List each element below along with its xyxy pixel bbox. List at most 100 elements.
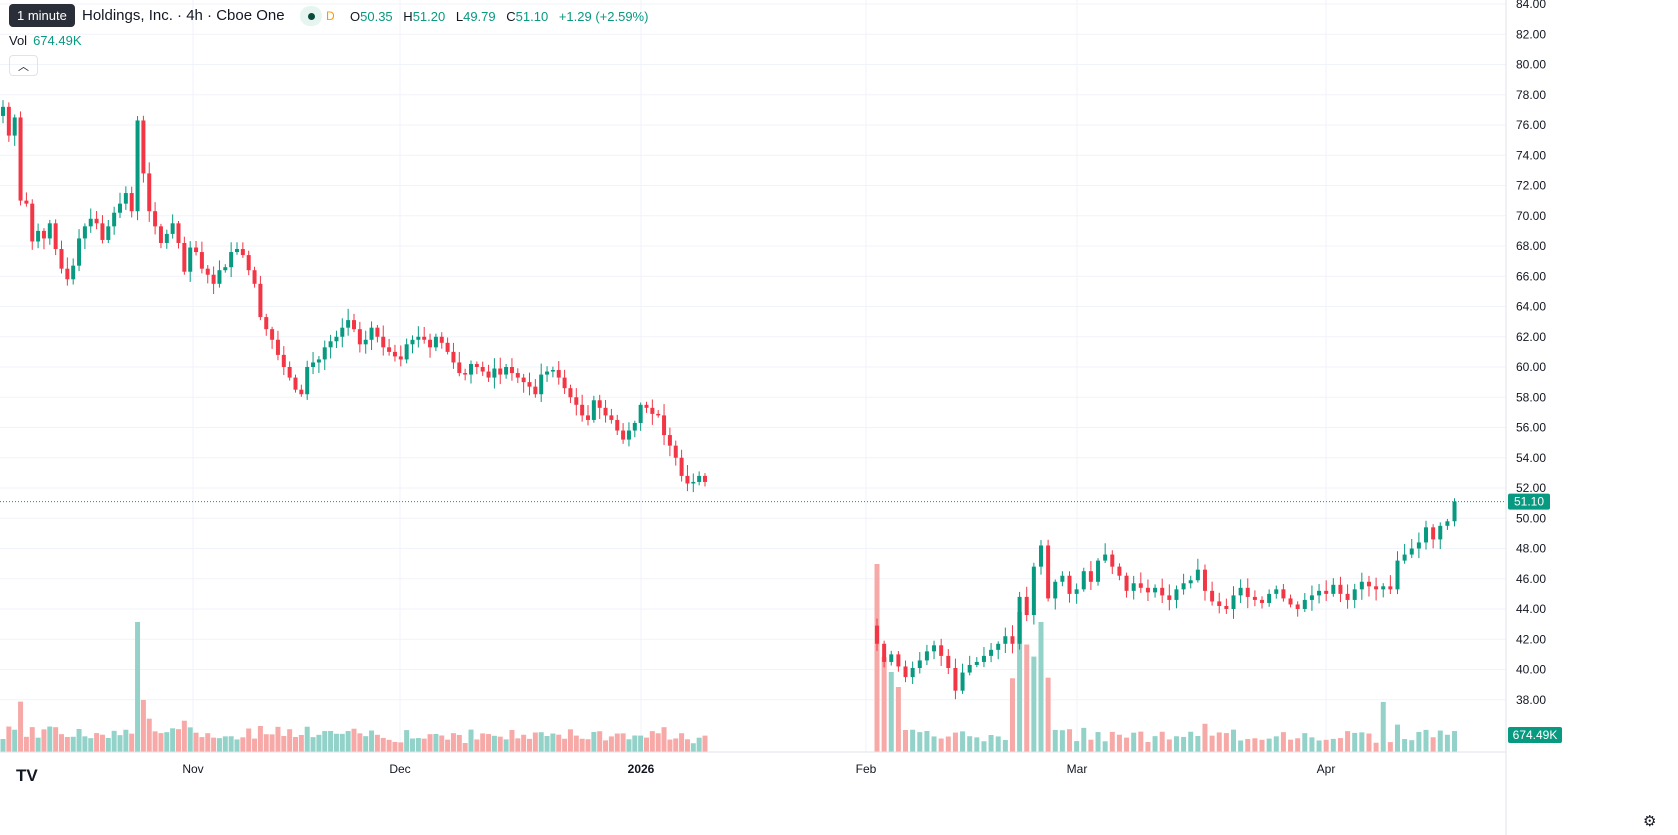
volume-bar [164, 732, 170, 752]
volume-bar [960, 731, 966, 752]
volume-bar [684, 739, 690, 752]
candle-body [509, 367, 514, 374]
candle-body [1067, 575, 1072, 594]
price-axis[interactable]: 84.00 82.00 80.00 78.00 76.00 74.00 72.00 70.00… [1505, 0, 1546, 835]
volume-bar [550, 733, 556, 752]
candle-body [293, 377, 298, 390]
candle-body [53, 223, 58, 250]
volume-bar [1423, 729, 1429, 752]
market-status-badge[interactable] [300, 6, 322, 26]
candle-body [1038, 545, 1043, 567]
candle-body [1395, 560, 1400, 590]
volume-bar [608, 736, 614, 752]
last-price-label: 51.10 [1514, 495, 1544, 509]
candle-body [6, 106, 11, 136]
volume-bar [170, 728, 176, 752]
volume-bar [158, 733, 164, 752]
candle-body [1145, 587, 1150, 593]
candle-body [1153, 587, 1158, 593]
candle-body [158, 226, 163, 243]
candle-body [287, 367, 292, 378]
candle-body [1110, 554, 1115, 567]
candle-body [264, 317, 269, 330]
candle-body [41, 230, 46, 239]
change-value: +1.29 (+2.59%) [558, 9, 649, 24]
candle-body [609, 415, 614, 420]
candle-body [621, 430, 626, 440]
volume-bar [881, 657, 887, 752]
candle-body [199, 252, 204, 269]
volume-bar [702, 735, 708, 752]
volume-bar [690, 743, 696, 752]
candle-body [305, 367, 310, 395]
volume-bar [123, 729, 129, 752]
data-source-badge[interactable]: D [326, 9, 335, 23]
volume-bar [644, 737, 649, 752]
y-tick-label: 48.00 [1516, 542, 1546, 556]
volume-bar [211, 737, 217, 752]
volume-bar [1059, 730, 1065, 752]
volume-bar [222, 736, 228, 752]
volume-bar [298, 734, 304, 752]
candle-body [939, 645, 944, 656]
candle-body [147, 173, 152, 212]
volume-bar [556, 734, 562, 752]
candle-body [118, 203, 122, 213]
volume-bar [1017, 612, 1023, 752]
tradingview-logo-icon[interactable]: TV [16, 766, 38, 785]
volume-bar [1416, 731, 1422, 752]
volume-bar [988, 735, 994, 752]
volume-bar [252, 738, 258, 752]
volume-bar [70, 736, 76, 752]
candle-body [47, 223, 52, 239]
volume-bar [931, 736, 937, 752]
volume-bar [573, 735, 579, 752]
volume-bar [287, 729, 293, 752]
volume-bar [521, 734, 527, 752]
volume-bar [1195, 736, 1201, 752]
candle-body [1338, 584, 1343, 594]
volume-bar [281, 735, 287, 752]
volume-bar [293, 736, 298, 752]
candle-body [1174, 589, 1179, 600]
candle-body [71, 265, 76, 280]
collapse-legend-button[interactable]: ︿ [9, 55, 38, 76]
volume-bar [1038, 622, 1044, 752]
volume-bar [421, 738, 427, 752]
gear-icon[interactable]: ⚙ [1643, 813, 1657, 830]
volume-bar [544, 735, 550, 752]
candle-body [1402, 554, 1407, 561]
volume-bar [1316, 740, 1322, 752]
candle-body [981, 655, 986, 662]
x-tick-label: Mar [1067, 762, 1088, 776]
volume-bar [632, 735, 638, 752]
volume-bar [117, 735, 123, 752]
volume-bar [111, 730, 117, 752]
candle-body [967, 664, 972, 673]
candle-body [1288, 598, 1293, 605]
volume-value: 674.49K [33, 33, 82, 48]
candle-body [252, 270, 257, 284]
symbol-title[interactable]: Holdings, Inc. · 4h · Cboe One [82, 7, 285, 24]
volume-bar [82, 736, 88, 752]
candle-body [1252, 596, 1257, 600]
volume-bar [1309, 737, 1315, 752]
candle-body [59, 249, 64, 269]
open-value: 50.35 [360, 9, 393, 24]
time-axis[interactable]: Nov Dec 2026 Feb Mar Apr [0, 751, 1506, 776]
volume-bar [1402, 739, 1408, 752]
volume-bar [1024, 644, 1030, 752]
low-value: 49.79 [463, 9, 496, 24]
ohlc-legend: O50.35 H51.20 L49.79 C51.10 +1.29 (+2.59… [350, 9, 655, 24]
volume-bar [1173, 736, 1179, 752]
candle-body [996, 643, 1001, 650]
candle-body [932, 645, 937, 652]
volume-bar [1067, 729, 1073, 752]
volume-bar [257, 725, 263, 752]
candle-body [398, 356, 403, 360]
volume-bar [187, 727, 193, 752]
candle-body [1003, 636, 1008, 644]
volume-bar [275, 726, 281, 752]
candle-body [492, 368, 497, 378]
